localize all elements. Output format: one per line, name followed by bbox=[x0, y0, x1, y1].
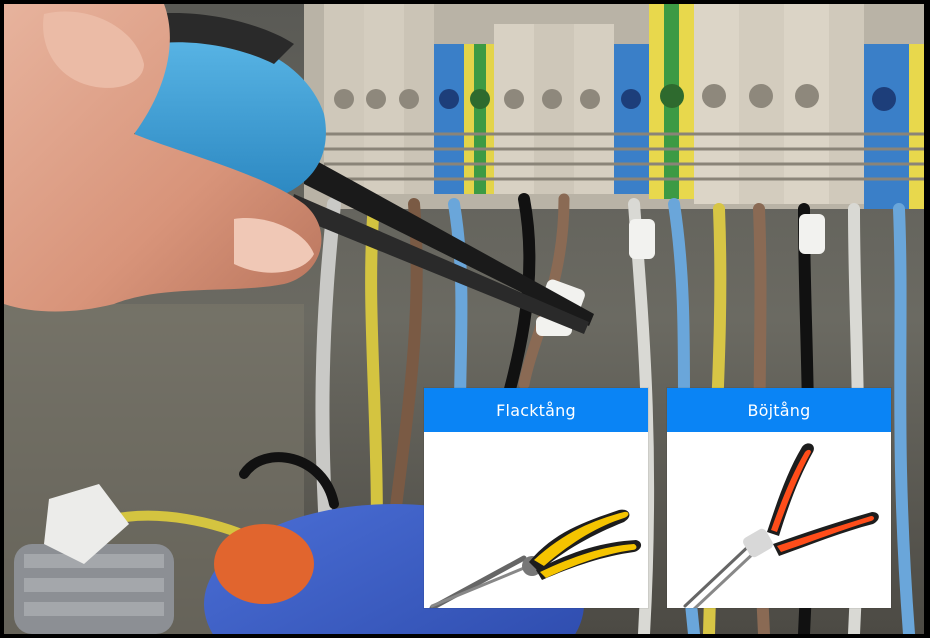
terminal-block-row bbox=[304, 4, 924, 209]
card-image bbox=[667, 432, 891, 608]
conduit-cap bbox=[14, 484, 174, 634]
round-nose-pliers-icon bbox=[683, 443, 879, 608]
flat-nose-pliers-icon bbox=[429, 509, 642, 608]
card-label: Böjtång bbox=[667, 388, 891, 432]
card-label: Flacktång bbox=[424, 388, 648, 432]
tool-card-flacktang: Flacktång bbox=[424, 388, 648, 608]
tool-card-bojtang: Böjtång bbox=[667, 388, 891, 608]
card-image bbox=[424, 432, 648, 608]
hand bbox=[4, 4, 322, 312]
electrical-panel-photo bbox=[4, 4, 924, 634]
